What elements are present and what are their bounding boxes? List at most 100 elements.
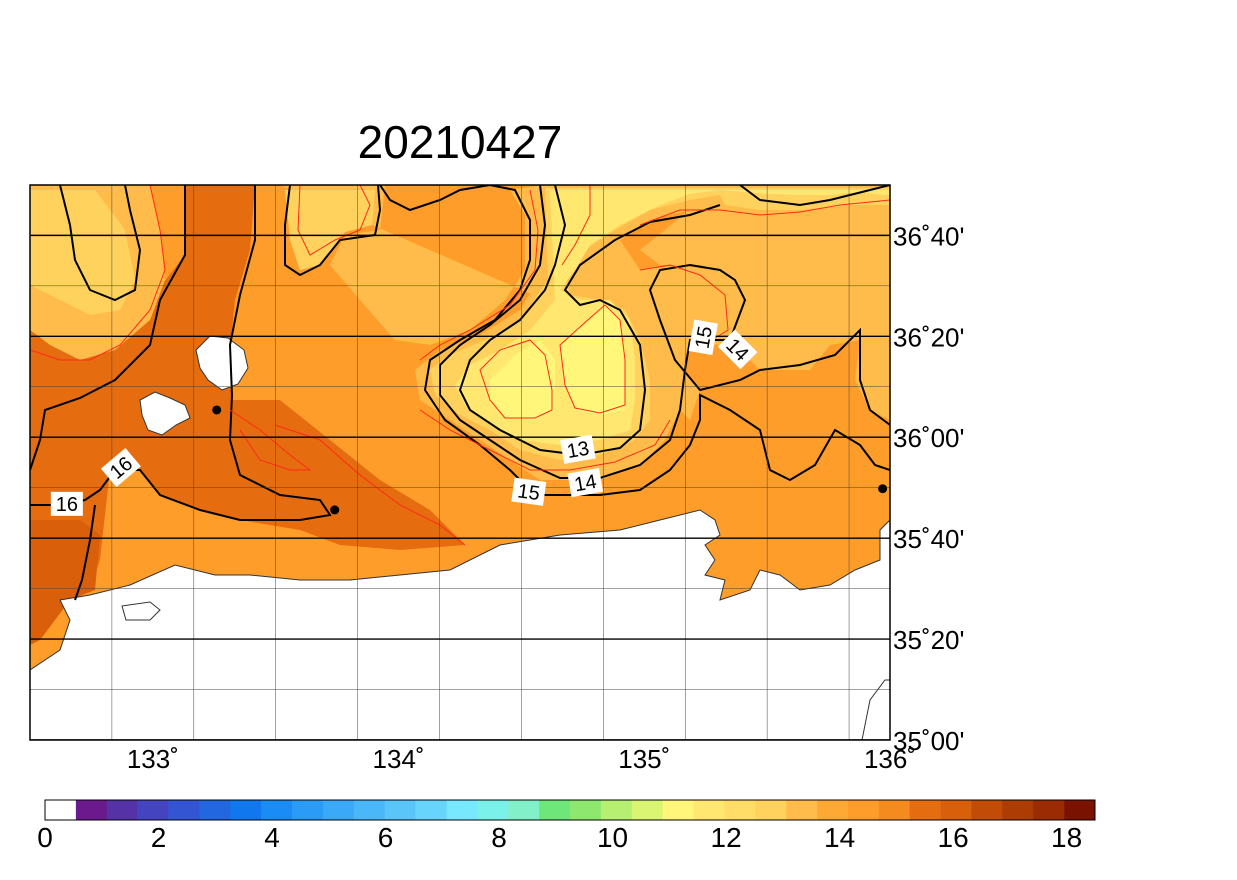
cool-nw-inner bbox=[30, 190, 135, 315]
warm-tongue-west bbox=[30, 185, 465, 640]
colorbar-label: 2 bbox=[151, 822, 167, 853]
land-honshu bbox=[30, 509, 890, 740]
contour-label: 15 bbox=[511, 477, 547, 506]
colorbar-swatch bbox=[909, 800, 941, 820]
contour-label-text: 16 bbox=[56, 494, 78, 516]
colorbar-label: 12 bbox=[711, 822, 742, 853]
graticule bbox=[30, 185, 890, 740]
colorbar-swatch bbox=[1033, 800, 1065, 820]
longitude-label: 134˚ bbox=[373, 744, 425, 774]
warm-core-sw bbox=[30, 520, 100, 645]
colorbar-label: 18 bbox=[1051, 822, 1082, 853]
colorbar-swatch bbox=[786, 800, 818, 820]
station-marker bbox=[330, 505, 340, 515]
colorbar-swatch bbox=[940, 800, 972, 820]
contour-label-text: 15 bbox=[691, 325, 717, 351]
land-oki-dozen bbox=[139, 391, 191, 436]
colorbar-label: 6 bbox=[378, 822, 394, 853]
colorbar-swatch bbox=[662, 800, 694, 820]
colorbar-swatch bbox=[755, 800, 787, 820]
colorbar-label: 0 bbox=[37, 822, 53, 853]
station-marker bbox=[212, 405, 222, 415]
colorbar-label: 4 bbox=[264, 822, 280, 853]
colorbar-swatch bbox=[415, 800, 447, 820]
latitude-tick-labels: 35˚00' 35˚20' 35˚40' 36˚00' 36˚20' 36˚40' bbox=[893, 221, 964, 756]
colorbar-swatch bbox=[322, 800, 355, 820]
colorbar-swatch bbox=[137, 800, 169, 820]
colorbar-swatch bbox=[292, 800, 324, 820]
colorbar-label: 8 bbox=[491, 822, 507, 853]
colorbar-swatch bbox=[847, 800, 880, 820]
contour-label-box bbox=[511, 477, 547, 506]
cool-ring-east bbox=[648, 270, 735, 420]
cool-ne-corner bbox=[640, 200, 890, 420]
contour-lines bbox=[30, 185, 890, 601]
contour-label-box bbox=[717, 329, 758, 370]
contour-label-text: 15 bbox=[516, 480, 541, 505]
longitude-label: 136˚ bbox=[864, 744, 916, 774]
colorbar-swatch bbox=[45, 800, 77, 820]
isotherm-half-line-f bbox=[479, 339, 553, 419]
colorbar-swatch bbox=[168, 800, 200, 820]
colorbar-swatch bbox=[446, 800, 478, 820]
colorbar-swatch bbox=[230, 800, 262, 820]
isotherm-half-line-g bbox=[559, 304, 626, 414]
longitude-label: 133˚ bbox=[127, 744, 179, 774]
colorbar-label: 16 bbox=[938, 822, 969, 853]
colorbar-label: 10 bbox=[597, 822, 628, 853]
land-peninsula-east bbox=[861, 679, 890, 740]
isotherm-16-line-b bbox=[30, 185, 186, 471]
contour-label-box bbox=[688, 319, 718, 356]
longitude-label: 135˚ bbox=[618, 744, 670, 774]
isotherm-16-line bbox=[30, 185, 332, 521]
latitude-label: 36˚40' bbox=[893, 221, 964, 251]
contour-label-box bbox=[567, 468, 604, 498]
colorbar-swatch bbox=[1064, 800, 1096, 820]
latitude-label: 35˚00' bbox=[893, 726, 964, 756]
isotherm-13-line bbox=[458, 185, 721, 457]
colorbar-swatch bbox=[384, 800, 416, 820]
station-marker bbox=[878, 484, 888, 494]
colorbar-swatch bbox=[971, 800, 1003, 820]
land-oki-dogo bbox=[195, 335, 249, 391]
isotherm-14-line-b bbox=[739, 185, 890, 207]
colorbar-swatch bbox=[508, 800, 540, 820]
isotherm-half-line-c bbox=[229, 409, 312, 471]
contour-label-box bbox=[100, 448, 141, 487]
colorbar-tick-labels: 0 2 4 6 8 10 12 14 16 18 bbox=[37, 822, 1082, 853]
colorbar-swatch bbox=[106, 800, 138, 820]
colorbar-swatch bbox=[724, 800, 756, 820]
cool-north-outer bbox=[280, 185, 555, 345]
contour-label: 13 bbox=[560, 434, 596, 464]
isotherm-half-line-k bbox=[561, 185, 591, 266]
colorbar-swatch bbox=[600, 800, 633, 820]
colorbar-swatch bbox=[817, 800, 849, 820]
cool-eddy-core bbox=[455, 190, 890, 445]
isotherm-16-sw bbox=[74, 504, 96, 601]
isotherm-half-line-j bbox=[639, 199, 890, 226]
isotherm-15-north bbox=[284, 185, 382, 277]
colorbar-swatch bbox=[570, 800, 602, 820]
cool-ne-inner bbox=[720, 195, 890, 210]
colorbar-swatch bbox=[539, 800, 571, 820]
latitude-label: 35˚20' bbox=[893, 625, 964, 655]
isotherm-15-nw bbox=[59, 185, 142, 302]
colorbar-swatch bbox=[477, 800, 509, 820]
contour-label: 15 bbox=[688, 319, 718, 356]
contour-label: 14 bbox=[567, 468, 604, 498]
map-title: 20210427 bbox=[358, 116, 563, 168]
colorbar-swatch bbox=[75, 800, 108, 820]
colorbar-label: 14 bbox=[824, 822, 855, 853]
isotherm-half-line-a bbox=[30, 185, 166, 361]
colorbar-swatch bbox=[693, 800, 725, 820]
latitude-label: 36˚20' bbox=[893, 322, 964, 352]
colorbar-swatch bbox=[631, 800, 663, 820]
latitude-label: 36˚00' bbox=[893, 423, 964, 453]
isotherm-half-line-b bbox=[297, 185, 371, 256]
colorbar-swatch bbox=[878, 800, 911, 820]
contour-label-text: 14 bbox=[573, 471, 599, 497]
colorbar bbox=[44, 799, 1096, 821]
